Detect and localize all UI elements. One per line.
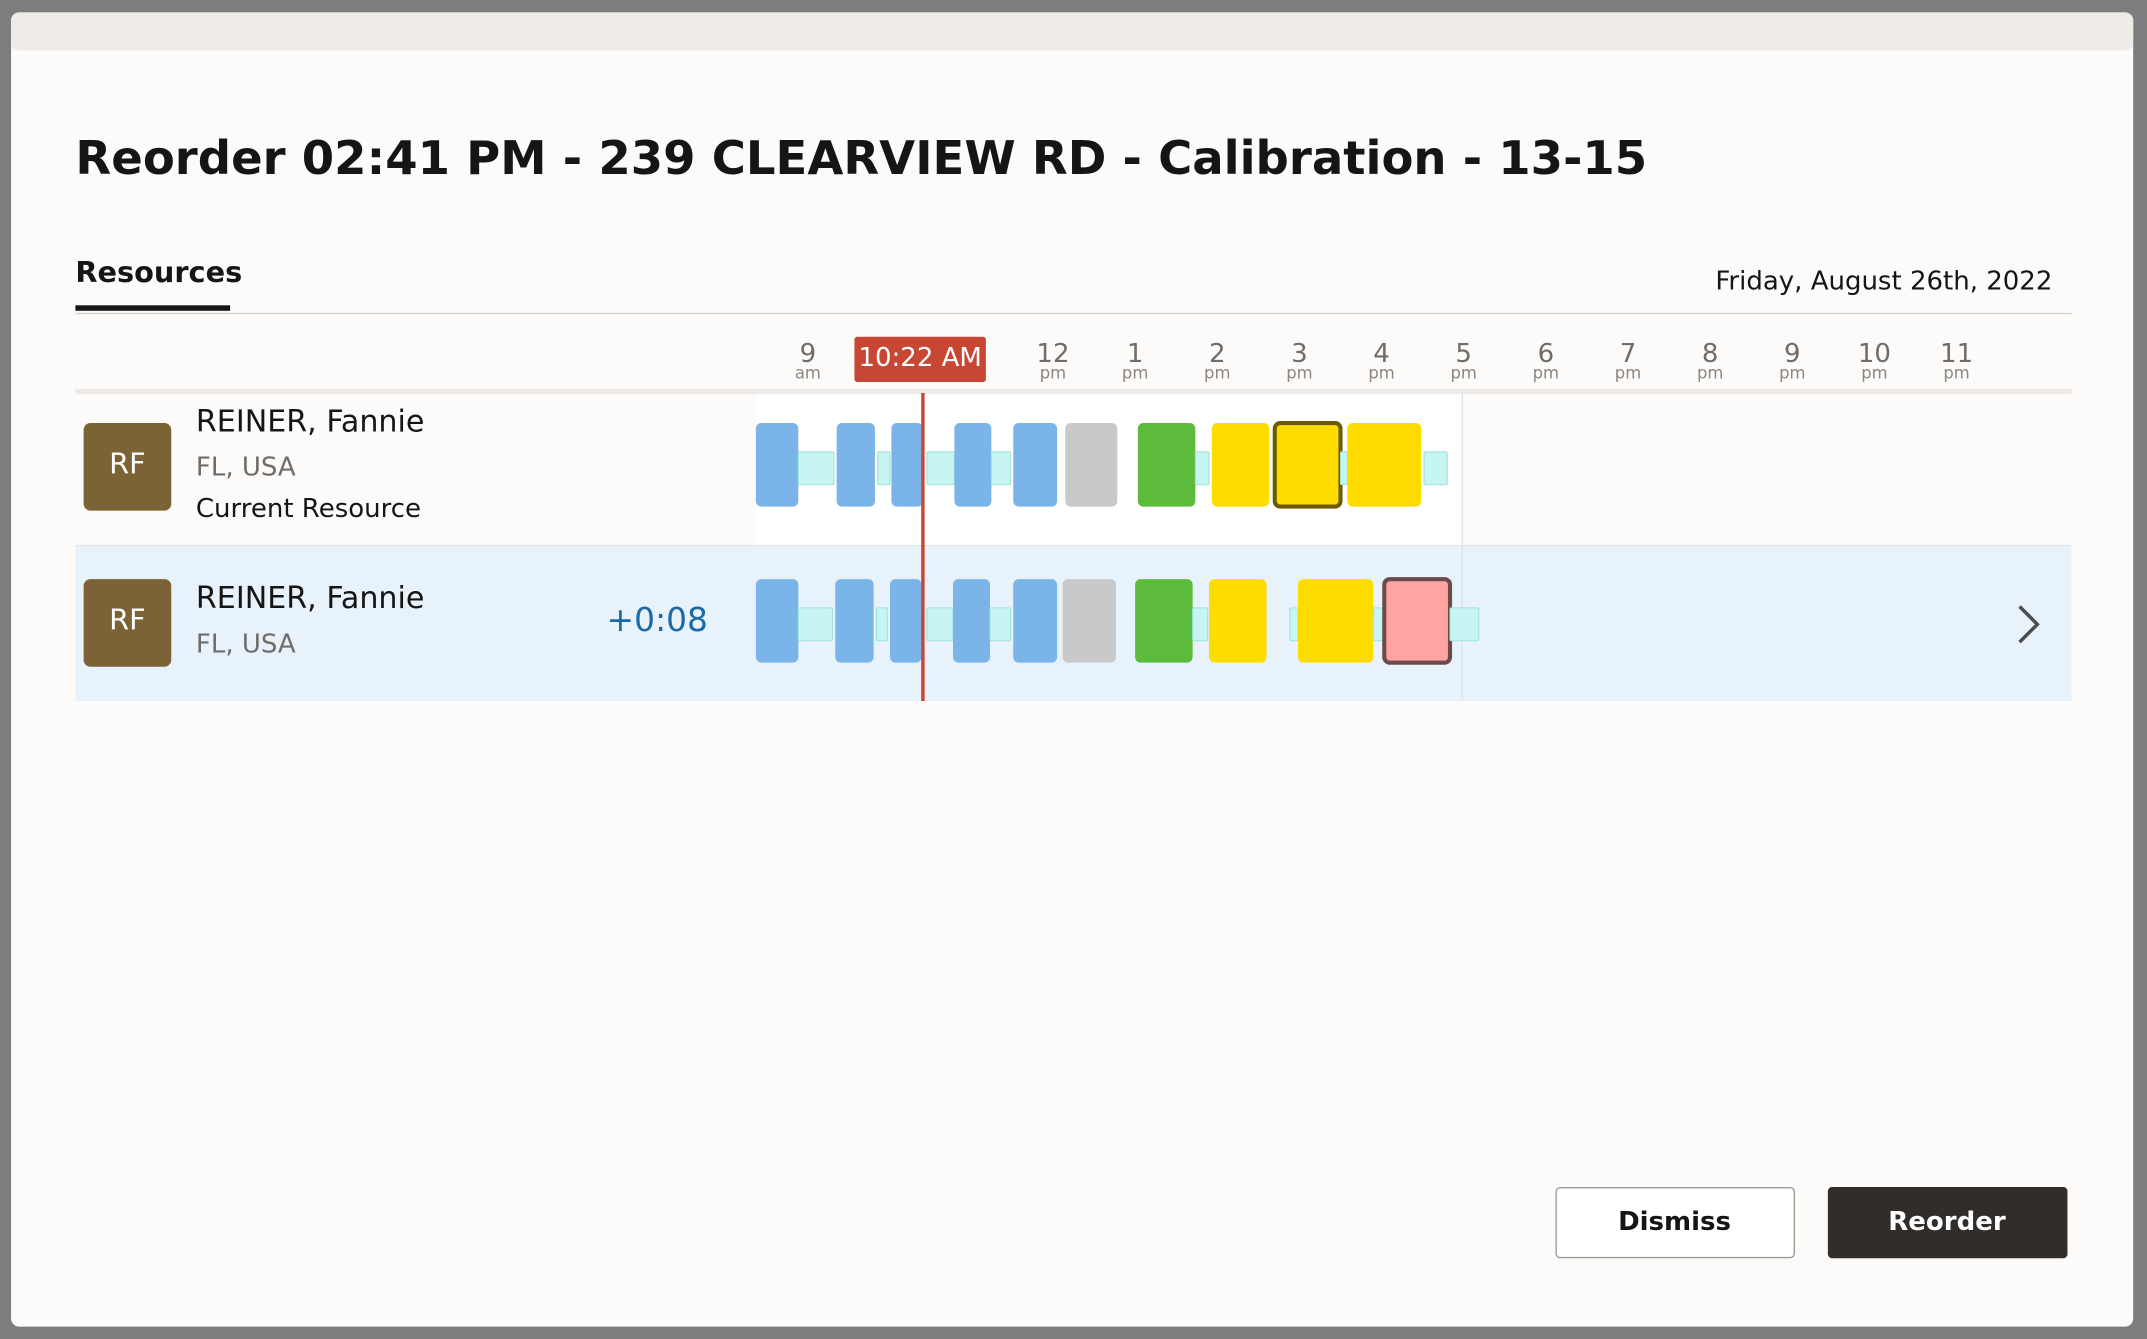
activity — [1013, 423, 1058, 507]
hour-label: 12 — [1036, 339, 1069, 369]
hour-period: pm — [1533, 363, 1559, 382]
activity — [1209, 579, 1267, 663]
activity — [890, 579, 922, 663]
activity — [953, 579, 990, 663]
activity — [797, 607, 834, 642]
reorder-label[interactable]: Reorder — [1888, 1207, 2006, 1237]
row-chevron[interactable] — [2018, 605, 2040, 644]
activity — [926, 607, 954, 642]
time-delta: +0:08 — [607, 601, 708, 639]
hour-period: pm — [1779, 363, 1805, 382]
activity — [1289, 607, 1299, 642]
reorder-button[interactable] — [1827, 1187, 2068, 1259]
activity — [835, 579, 874, 663]
activity — [1449, 607, 1480, 642]
resource-name: REINER, Fannie — [196, 581, 425, 616]
hour-label: 8 — [1702, 339, 1719, 369]
hour-label: 6 — [1538, 339, 1555, 369]
avatar-initials: RF — [109, 447, 146, 481]
current-time-badge — [854, 336, 986, 382]
hour-label: 9 — [1784, 339, 1801, 369]
activity — [990, 451, 1012, 486]
avatar-initials: RF — [109, 603, 146, 637]
resource-location: FL, USA — [196, 629, 296, 659]
hour-label: 5 — [1455, 339, 1472, 369]
activity — [1372, 607, 1384, 642]
hour-period: pm — [1122, 363, 1148, 382]
tab-underline — [75, 305, 231, 311]
activity — [1013, 579, 1058, 663]
activity — [1347, 423, 1422, 507]
hour-label: 1 — [1127, 339, 1144, 369]
hour-period: pm — [1286, 363, 1312, 382]
hour-label: 9 — [800, 339, 817, 369]
hour-period: pm — [1861, 363, 1887, 382]
activities — [755, 421, 1480, 665]
activity — [1423, 451, 1448, 486]
modal-title: Reorder 02:41 PM - 239 CLEARVIEW RD - Ca… — [75, 131, 1647, 185]
hour-period: pm — [1943, 363, 1969, 382]
hour-period: am — [795, 363, 821, 382]
hour-period: pm — [1615, 363, 1641, 382]
modal-top-band — [11, 12, 2134, 51]
date: Friday, August 26th, 2022 — [1715, 267, 2052, 297]
activity — [1192, 607, 1209, 642]
hour-label: 11 — [1940, 339, 1973, 369]
activity — [1194, 451, 1210, 486]
hour-label: 7 — [1620, 339, 1637, 369]
hour-label: 3 — [1291, 339, 1308, 369]
activity — [1339, 451, 1348, 486]
hour-period: pm — [1040, 363, 1066, 382]
hour-period: pm — [1368, 363, 1394, 382]
resource-name: REINER, Fannie — [196, 405, 425, 440]
activity — [891, 423, 923, 507]
current-time: 10:22 AM — [858, 343, 981, 373]
activity — [1135, 579, 1193, 663]
activity — [1211, 423, 1270, 507]
activity — [1382, 577, 1453, 665]
activity — [797, 451, 835, 486]
hour-period: pm — [1697, 363, 1723, 382]
dismiss-label[interactable]: Dismiss — [1618, 1207, 1731, 1237]
avatar — [83, 579, 172, 667]
resource-note: Current Resource — [196, 494, 421, 524]
tab[interactable]: Resources — [75, 255, 242, 289]
activity — [755, 579, 799, 663]
hour-label: 4 — [1373, 339, 1390, 369]
activity — [926, 451, 955, 486]
hour-label: 10 — [1858, 339, 1891, 369]
hour-axis: 9am12pm1pm2pm3pm4pm5pm6pm7pm8pm9pm10pm11… — [795, 339, 1973, 382]
avatar — [83, 423, 172, 511]
dismiss-button[interactable] — [1555, 1187, 1796, 1259]
activity — [1272, 421, 1343, 509]
activity — [875, 607, 888, 642]
activity — [1137, 423, 1196, 507]
hour-label: 2 — [1209, 339, 1226, 369]
timeline-shadow — [75, 388, 2072, 395]
activity — [989, 607, 1012, 642]
activity — [1065, 423, 1118, 507]
hour-period: pm — [1450, 363, 1476, 382]
activity — [1298, 579, 1374, 663]
activity — [877, 451, 891, 486]
activity — [755, 423, 799, 507]
activity — [954, 423, 992, 507]
resource-location: FL, USA — [196, 453, 296, 483]
activity — [1062, 579, 1116, 663]
hour-period: pm — [1204, 363, 1230, 382]
activity — [836, 423, 875, 507]
